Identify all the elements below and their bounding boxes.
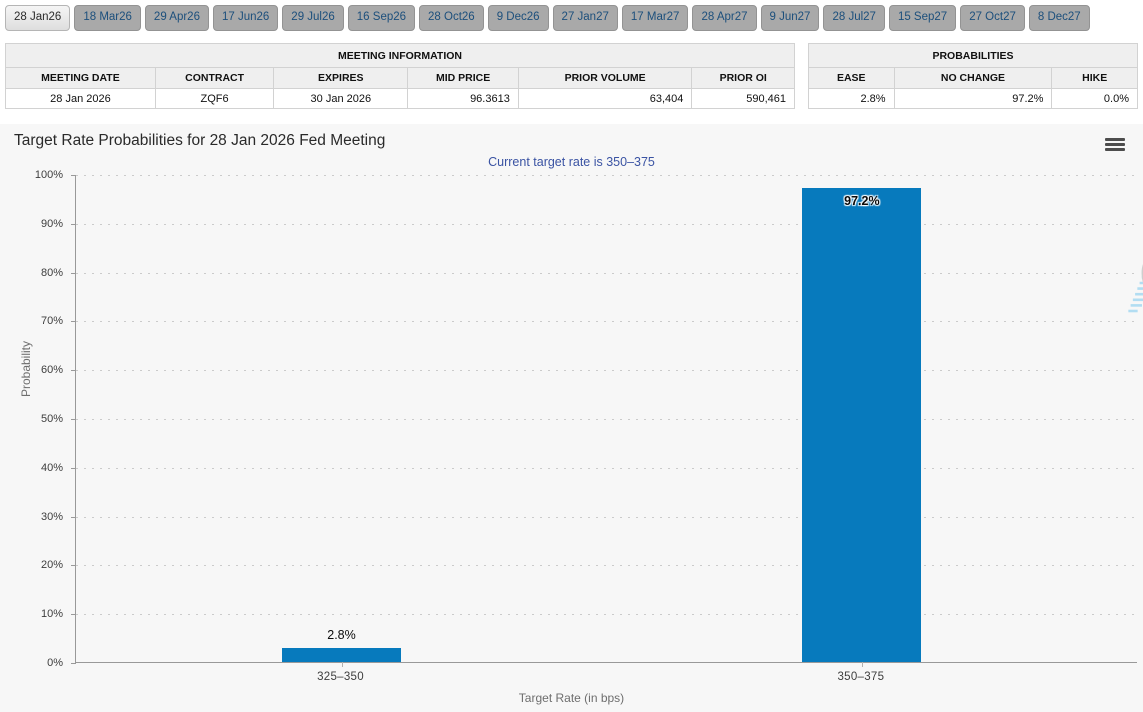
- gridline: [76, 467, 1137, 469]
- info-tables-row: MEETING INFORMATION MEETING DATE CONTRACT E…: [0, 43, 1143, 109]
- fedwatch-chart: Target Rate Probabilities for 28 Jan 202…: [0, 124, 1143, 712]
- table-cell: 96.3613: [407, 88, 519, 109]
- y-tick-mark: [71, 614, 76, 616]
- column-header: NO CHANGE: [893, 67, 1053, 89]
- tab-17-jun26[interactable]: 17 Jun26: [212, 5, 279, 31]
- tab-29-jul26[interactable]: 29 Jul26: [282, 5, 344, 31]
- bar-value-label: 97.2%: [844, 193, 880, 208]
- column-header: PRIOR VOLUME: [517, 67, 693, 89]
- tab-29-apr26[interactable]: 29 Apr26: [144, 5, 209, 31]
- hamburger-icon[interactable]: [1105, 135, 1127, 153]
- column-header: CONTRACT: [154, 67, 275, 89]
- table-cell: 63,404: [517, 88, 693, 109]
- y-tick-label: 20%: [40, 559, 63, 572]
- bar-value-label: 2.8%: [327, 628, 356, 643]
- tab-16-sep26[interactable]: 16 Sep26: [347, 5, 416, 31]
- probabilities-table: PROBABILITIES EASE NO CHANGE HIKE 2.8% 97.2% 0…: [808, 43, 1138, 109]
- column-header: PRIOR OI: [691, 67, 795, 89]
- tab-8-dec27[interactable]: 8 Dec27: [1028, 5, 1090, 31]
- column-header: MID PRICE: [407, 67, 519, 89]
- tab-28-oct26[interactable]: 28 Oct26: [419, 5, 484, 31]
- gridline: [76, 516, 1137, 518]
- y-tick-label: 100%: [34, 169, 63, 181]
- tab-17-mar27[interactable]: 17 Mar27: [621, 5, 689, 31]
- y-tick-label: 0%: [47, 657, 63, 669]
- y-tick-mark: [71, 516, 76, 518]
- y-tick-mark: [71, 223, 76, 225]
- gridline: [76, 565, 1137, 567]
- chart-subtitle: Current target rate is 350–375: [488, 155, 655, 169]
- y-tick-label: 70%: [40, 315, 63, 328]
- gridline: [76, 419, 1137, 420]
- column-header: MEETING DATE: [5, 67, 156, 89]
- table-title: PROBABILITIES: [808, 43, 1138, 68]
- y-tick-mark: [71, 321, 76, 323]
- tab-9-jun27[interactable]: 9 Jun27: [760, 5, 820, 31]
- column-header: HIKE: [1051, 67, 1138, 89]
- tab-28-apr27[interactable]: 28 Apr27: [692, 5, 757, 31]
- y-tick-mark: [71, 419, 76, 420]
- table-cell: 0.0%: [1051, 88, 1138, 109]
- y-tick-label: 40%: [40, 461, 63, 474]
- chart-title: Target Rate Probabilities for 28 Jan 202…: [14, 132, 386, 149]
- x-category-label: 325–350: [317, 671, 364, 683]
- y-tick-mark: [71, 467, 76, 469]
- meeting-tab-bar: 28 Jan26 18 Mar26 29 Apr26 17 Jun26 29 Jul26…: [0, 0, 1143, 31]
- tab-18-mar26[interactable]: 18 Mar26: [74, 5, 141, 31]
- gridline: [76, 370, 1137, 372]
- table-cell: 97.2%: [893, 88, 1053, 109]
- tab-28-jan26[interactable]: 28 Jan26: [5, 5, 71, 31]
- meeting-information-table: MEETING INFORMATION MEETING DATE CONTRACT E…: [5, 43, 795, 109]
- column-header: EASE: [808, 67, 895, 89]
- tab-28-jul27[interactable]: 28 Jul27: [823, 5, 885, 31]
- y-axis-title: Probability: [19, 340, 33, 398]
- x-category-label: 350–375: [837, 671, 885, 683]
- x-axis-title: Target Rate (in bps): [518, 691, 625, 705]
- gridline: [76, 321, 1137, 323]
- y-axis-gutter: 0% 10% 20% 30% 40% 50% 60% 70% 80% 90% 100%: [0, 169, 69, 669]
- y-tick-mark: [71, 565, 76, 567]
- gridline: [76, 614, 1137, 616]
- y-tick-label: 30%: [40, 510, 63, 523]
- table-cell: ZQF6: [154, 88, 275, 109]
- gridline: [76, 272, 1137, 274]
- table-cell: 2.8%: [808, 88, 895, 109]
- x-tick-mark: [341, 662, 343, 667]
- table-cell: 28 Jan 2026: [5, 88, 156, 109]
- y-tick-label: 60%: [40, 364, 63, 377]
- y-tick-label: 10%: [40, 608, 63, 621]
- table-title: MEETING INFORMATION: [5, 43, 795, 68]
- plot-area: Q 2.8% 97.2%: [71, 175, 1143, 667]
- tab-9-dec26[interactable]: 9 Dec26: [487, 5, 549, 31]
- tab-27-oct27[interactable]: 27 Oct27: [960, 5, 1025, 31]
- y-tick-mark: [71, 175, 76, 176]
- bar-325–350: [282, 648, 401, 662]
- gridline: [76, 223, 1137, 225]
- y-tick-label: 50%: [40, 413, 63, 425]
- column-header: EXPIRES: [273, 67, 409, 89]
- y-tick-label: 90%: [40, 217, 63, 230]
- x-tick-mark: [861, 662, 863, 667]
- table-cell: 30 Jan 2026: [273, 88, 409, 109]
- table-cell: 590,461: [691, 88, 795, 109]
- bar-350–375: [802, 187, 922, 662]
- watermark-q-letter: Q: [1139, 239, 1143, 310]
- y-tick-label: 80%: [40, 266, 63, 279]
- y-tick-mark: [71, 663, 76, 664]
- tab-27-jan27[interactable]: 27 Jan27: [552, 5, 618, 31]
- y-tick-mark: [71, 272, 76, 274]
- tab-15-sep27[interactable]: 15 Sep27: [888, 5, 957, 31]
- gridline: [76, 175, 1137, 176]
- y-tick-mark: [71, 370, 76, 372]
